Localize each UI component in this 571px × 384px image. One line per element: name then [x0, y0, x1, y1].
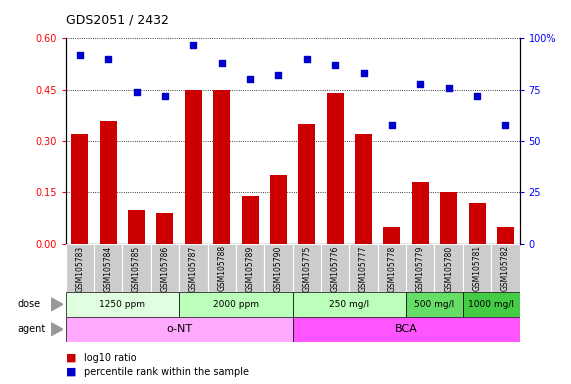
Point — [189, 41, 198, 48]
Text: GSM105776: GSM105776 — [331, 245, 340, 292]
Text: ■: ■ — [66, 353, 76, 363]
Bar — [384, 227, 400, 244]
Point — [160, 93, 170, 99]
Polygon shape — [51, 323, 63, 336]
FancyBboxPatch shape — [179, 244, 207, 292]
Bar — [270, 175, 287, 244]
Point — [104, 56, 113, 62]
Bar — [71, 134, 89, 244]
Point — [132, 89, 141, 95]
FancyBboxPatch shape — [66, 244, 94, 292]
Point — [416, 81, 425, 87]
Bar — [242, 196, 259, 244]
Text: GSM105787: GSM105787 — [189, 245, 198, 291]
Text: 250 mg/l: 250 mg/l — [329, 300, 369, 309]
Point — [387, 122, 396, 128]
Bar — [463, 292, 520, 317]
Text: 500 mg/l: 500 mg/l — [415, 300, 455, 309]
Bar — [292, 317, 520, 342]
Text: GSM105785: GSM105785 — [132, 245, 141, 291]
Bar — [355, 134, 372, 244]
Text: GSM105782: GSM105782 — [501, 245, 510, 291]
Point — [331, 62, 340, 68]
Bar — [406, 292, 463, 317]
Bar — [128, 210, 145, 244]
Text: GSM105788: GSM105788 — [217, 245, 226, 291]
Bar — [298, 124, 315, 244]
Text: log10 ratio: log10 ratio — [84, 353, 136, 363]
FancyBboxPatch shape — [151, 244, 179, 292]
Text: GSM105779: GSM105779 — [416, 245, 425, 292]
Text: GSM105789: GSM105789 — [246, 245, 255, 291]
Point — [302, 56, 311, 62]
Bar — [469, 203, 485, 244]
Text: GDS2051 / 2432: GDS2051 / 2432 — [66, 14, 168, 27]
Text: GSM105783: GSM105783 — [75, 245, 85, 291]
Point — [75, 52, 85, 58]
Text: o-NT: o-NT — [166, 324, 192, 334]
Text: GSM105775: GSM105775 — [302, 245, 311, 292]
Bar — [179, 292, 292, 317]
FancyBboxPatch shape — [264, 244, 293, 292]
FancyBboxPatch shape — [406, 244, 435, 292]
Text: percentile rank within the sample: percentile rank within the sample — [84, 367, 249, 377]
FancyBboxPatch shape — [94, 244, 122, 292]
FancyBboxPatch shape — [236, 244, 264, 292]
Point — [217, 60, 226, 66]
Polygon shape — [51, 298, 63, 311]
Bar — [66, 317, 292, 342]
Text: ■: ■ — [66, 367, 76, 377]
FancyBboxPatch shape — [321, 244, 349, 292]
Bar — [66, 292, 179, 317]
FancyBboxPatch shape — [349, 244, 378, 292]
FancyBboxPatch shape — [435, 244, 463, 292]
Bar — [213, 90, 230, 244]
FancyBboxPatch shape — [491, 244, 520, 292]
Text: GSM105786: GSM105786 — [160, 245, 170, 291]
FancyBboxPatch shape — [207, 244, 236, 292]
Bar — [497, 227, 514, 244]
Bar — [327, 93, 344, 244]
Point — [472, 93, 481, 99]
FancyBboxPatch shape — [293, 244, 321, 292]
Text: dose: dose — [17, 299, 40, 310]
Text: BCA: BCA — [395, 324, 417, 334]
Text: GSM105784: GSM105784 — [104, 245, 112, 291]
Point — [246, 76, 255, 83]
Bar — [100, 121, 116, 244]
Point — [359, 70, 368, 76]
FancyBboxPatch shape — [463, 244, 491, 292]
Text: agent: agent — [17, 324, 45, 334]
Point — [444, 84, 453, 91]
Text: GSM105777: GSM105777 — [359, 245, 368, 292]
Point — [501, 122, 510, 128]
Text: 1250 ppm: 1250 ppm — [99, 300, 146, 309]
Text: GSM105790: GSM105790 — [274, 245, 283, 292]
Text: GSM105781: GSM105781 — [473, 245, 481, 291]
Bar — [412, 182, 429, 244]
Text: 1000 mg/l: 1000 mg/l — [468, 300, 514, 309]
FancyBboxPatch shape — [378, 244, 406, 292]
Text: GSM105778: GSM105778 — [388, 245, 396, 291]
Bar — [185, 90, 202, 244]
Text: 2000 ppm: 2000 ppm — [213, 300, 259, 309]
Bar — [156, 213, 174, 244]
Bar — [292, 292, 406, 317]
Bar — [440, 192, 457, 244]
Text: GSM105780: GSM105780 — [444, 245, 453, 291]
Point — [274, 72, 283, 78]
FancyBboxPatch shape — [122, 244, 151, 292]
